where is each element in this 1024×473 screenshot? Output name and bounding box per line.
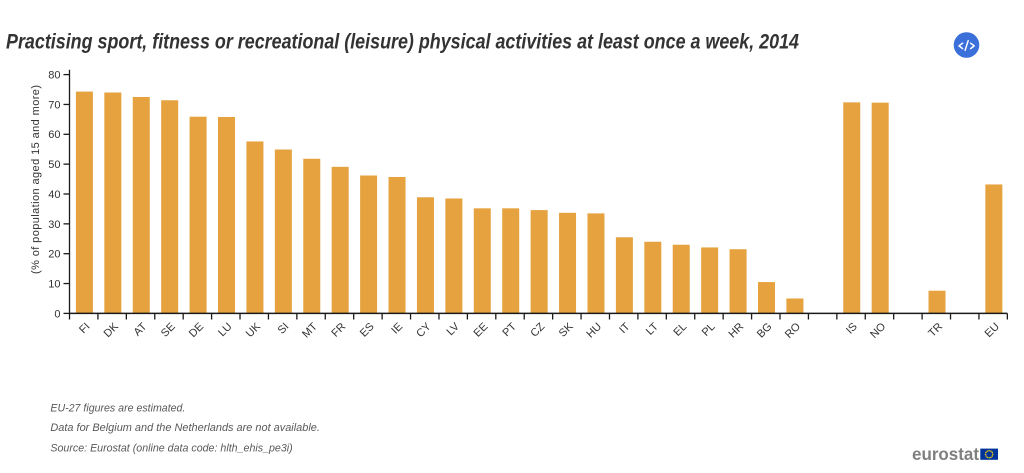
- svg-text:40: 40: [48, 189, 60, 201]
- svg-text:20: 20: [48, 249, 60, 261]
- svg-text:Source: Eurostat (online data: Source: Eurostat (online data code: hlth…: [50, 443, 293, 455]
- svg-text:50: 50: [48, 159, 60, 171]
- svg-text:(% of population aged 15 and m: (% of population aged 15 and more): [30, 85, 42, 274]
- svg-text:0: 0: [54, 308, 60, 320]
- svg-text:Practising sport, fitness or r: Practising sport, fitness or recreationa…: [6, 29, 799, 53]
- svg-text:60: 60: [48, 129, 60, 141]
- svg-text:30: 30: [48, 219, 60, 231]
- svg-text:10: 10: [48, 278, 60, 290]
- svg-text:Data for Belgium and the Nethe: Data for Belgium and the Netherlands are…: [50, 422, 320, 434]
- svg-text:70: 70: [48, 99, 60, 111]
- svg-text:eurostat: eurostat: [912, 444, 979, 464]
- svg-text:EU-27 figures are estimated.: EU-27 figures are estimated.: [50, 402, 185, 414]
- svg-text:80: 80: [48, 70, 60, 82]
